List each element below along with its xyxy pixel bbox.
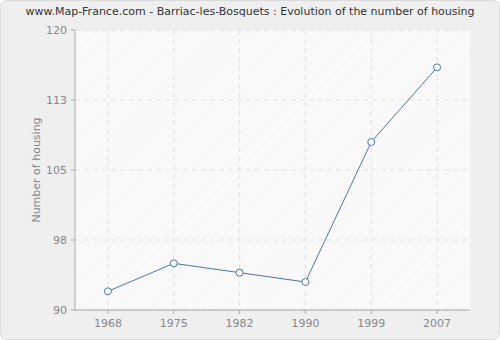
tick-label: 2007 (423, 317, 451, 330)
grid-line (371, 30, 372, 310)
point (170, 260, 177, 267)
grid-line (75, 30, 470, 31)
tick (71, 170, 75, 171)
tick (305, 310, 306, 314)
chart: www.Map-France.com - Barriac-les-Bosquet… (0, 0, 500, 340)
tick (71, 310, 75, 311)
tick (71, 30, 75, 31)
tick (71, 240, 75, 241)
y-label: Number of housing (30, 117, 43, 222)
tick (437, 310, 438, 314)
point (302, 279, 309, 286)
tick (107, 310, 108, 314)
tick-label: 1999 (357, 317, 385, 330)
point (368, 139, 375, 146)
grid-line (75, 170, 470, 171)
tick-label: 1982 (226, 317, 254, 330)
tick (71, 100, 75, 101)
grid-line (239, 30, 240, 310)
point (104, 288, 111, 295)
tick-label: 120 (46, 24, 67, 37)
tick-label: 105 (46, 164, 67, 177)
tick-label: 1990 (291, 317, 319, 330)
grid-line (305, 30, 306, 310)
point (236, 269, 243, 276)
tick (371, 310, 372, 314)
background (1, 1, 500, 340)
grid-line (107, 30, 108, 310)
grid-line (75, 240, 470, 241)
line (108, 67, 437, 291)
tick-label: 113 (46, 94, 67, 107)
grid-line (75, 310, 470, 311)
title: www.Map-France.com - Barriac-les-Bosquet… (25, 5, 474, 18)
tick-label: 90 (53, 304, 67, 317)
x-axis (75, 310, 470, 311)
tick (239, 310, 240, 314)
tick-label: 1968 (94, 317, 122, 330)
series (104, 64, 440, 295)
grid-line (75, 100, 470, 101)
tick-label: 1975 (160, 317, 188, 330)
y-axis (75, 30, 76, 310)
point (434, 64, 441, 71)
plot-area (75, 30, 470, 310)
tick (173, 310, 174, 314)
tick-label: 98 (53, 234, 67, 247)
grid-line (437, 30, 438, 310)
grid-line (173, 30, 174, 310)
